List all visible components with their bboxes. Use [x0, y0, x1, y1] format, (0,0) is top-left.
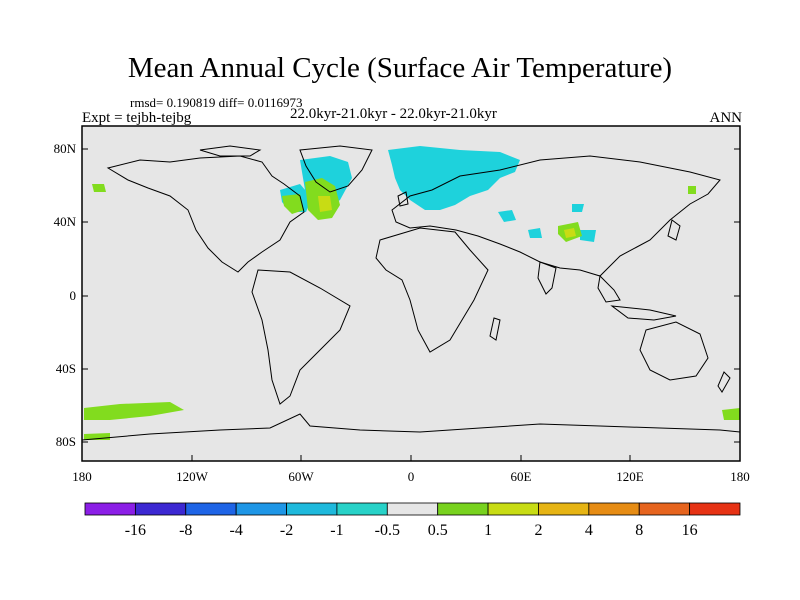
cyan-patch-asia-3 [580, 230, 596, 242]
stats-text: rmsd= 0.190819 diff= 0.0116973 [130, 95, 303, 110]
lat-label-80n: 80N [54, 141, 77, 156]
cyan-patch-barents [458, 178, 484, 192]
colorbar-swatch [386, 502, 439, 516]
colorbar-swatch [336, 502, 388, 516]
lon-label-60e: 60E [511, 469, 532, 484]
colorbar-swatch [638, 502, 691, 516]
coast-antarctica [81, 413, 741, 441]
colorbar-swatch [588, 502, 640, 516]
lon-label-0: 0 [408, 469, 415, 484]
colorbar-label: 2 [534, 522, 542, 539]
green-patch-southern-ocean-west [84, 402, 184, 420]
yellow-patch-asia [564, 228, 576, 238]
colorbar-label: -8 [179, 522, 192, 539]
plot-title: Mean Annual Cycle (Surface Air Temperatu… [127, 52, 673, 84]
coast-south-america [251, 269, 351, 405]
colorbar-label: -1 [330, 522, 343, 539]
anomaly-patches [84, 146, 740, 440]
colorbar-label: 0.5 [428, 522, 448, 539]
period-label: 22.0kyr-21.0kyr - 22.0kyr-21.0kyr [290, 106, 497, 122]
colorbar: -16 -8 -4 -2 -1 -0.5 0.5 1 2 4 8 16 [84, 502, 741, 539]
coast-uk [397, 191, 409, 207]
colorbar-swatch [235, 502, 287, 516]
season-label: ANN [709, 110, 743, 126]
colorbar-label: -4 [229, 522, 242, 539]
coastlines [81, 145, 741, 441]
colorbar-label: -16 [125, 522, 146, 539]
colorbar-swatch [185, 502, 237, 516]
colorbar-swatch [84, 502, 136, 516]
green-patch-na-coast [282, 194, 304, 214]
colorbar-label: 4 [585, 522, 593, 539]
coast-africa [375, 227, 489, 353]
cyan-patch-asia-2 [572, 204, 584, 212]
coast-canadian-arctic [199, 145, 262, 157]
colorbar-swatch [487, 502, 539, 516]
colorbar-swatch [286, 502, 338, 516]
lon-label-120w: 120W [176, 469, 209, 484]
coast-greenland [299, 145, 373, 193]
coast-new-zealand [717, 371, 731, 393]
coast-indonesia [610, 305, 677, 321]
colorbar-swatch [689, 502, 741, 516]
colorbar-label: 8 [635, 522, 643, 539]
lat-label-40s: 40S [56, 361, 76, 376]
coast-north-america [106, 155, 305, 273]
green-patch-alaska [92, 184, 106, 192]
lat-label-0: 0 [70, 288, 77, 303]
cyan-patch-north-atlantic [388, 146, 520, 210]
colorbar-swatch [538, 502, 590, 516]
coast-japan [667, 219, 681, 241]
coast-se-asia [597, 274, 621, 303]
colorbar-swatch [437, 502, 489, 516]
colorbar-label: -2 [280, 522, 293, 539]
lon-label-60w: 60W [288, 469, 314, 484]
colorbar-label: 1 [484, 522, 492, 539]
colorbar-label: 16 [682, 522, 698, 539]
lon-axis [81, 455, 741, 461]
lon-label-180w: 180 [72, 469, 92, 484]
coast-australia [639, 321, 709, 381]
coast-madagascar [489, 317, 501, 341]
lon-label-180e: 180 [730, 469, 750, 484]
lon-label-120e: 120E [616, 469, 644, 484]
cyan-patch-east-europe [498, 210, 516, 222]
lat-axis [82, 148, 740, 443]
lat-label-80s: 80S [56, 434, 76, 449]
coast-eurasia [391, 155, 721, 277]
yellow-patch-labrador [318, 196, 332, 212]
green-patch-southern-ocean-east [722, 408, 740, 420]
colorbar-label: -0.5 [375, 522, 400, 539]
green-patch-siberia [688, 186, 696, 194]
colorbar-swatch [134, 502, 187, 516]
coast-india [537, 261, 557, 295]
lat-label-40n: 40N [54, 214, 77, 229]
experiment-label: Expt = tejbh-tejbg [82, 110, 192, 126]
cyan-patch-asia-1 [528, 228, 542, 238]
